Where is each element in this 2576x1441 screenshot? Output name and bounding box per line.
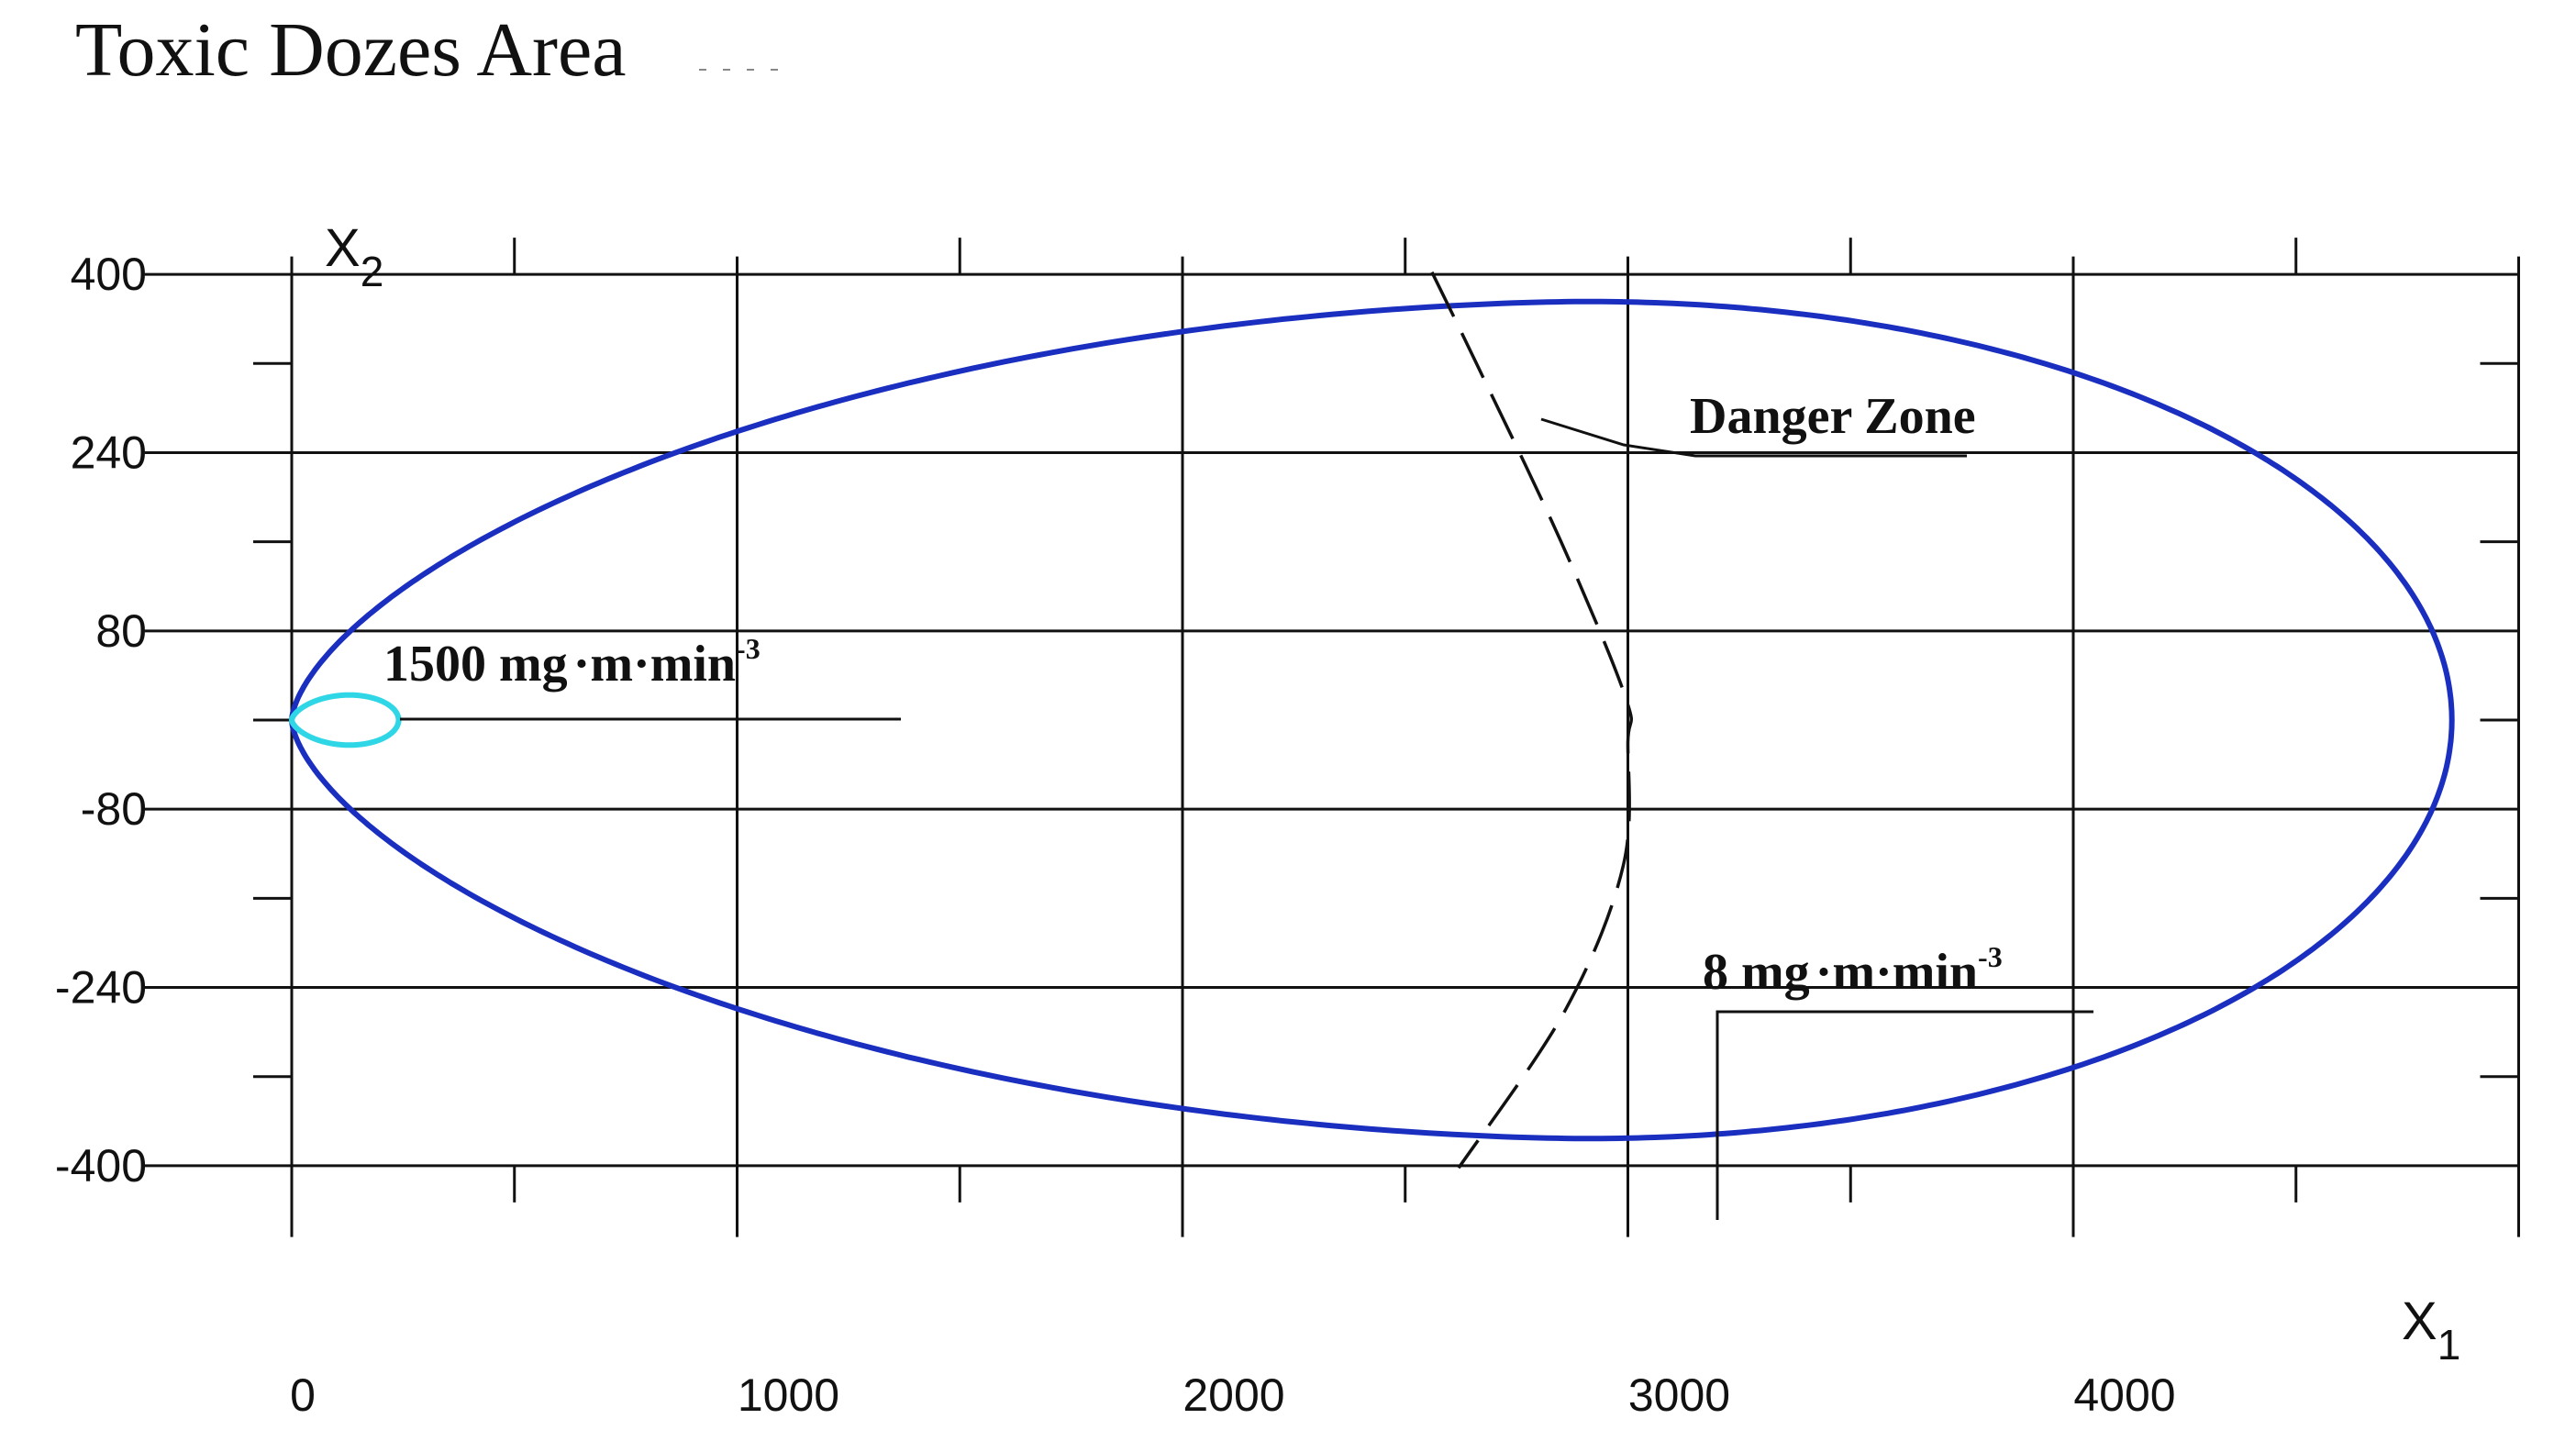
outer-label-exponent: -3 — [1978, 940, 2003, 973]
inner-label-dot-2: · — [633, 636, 650, 693]
outer-label-mid: m — [1832, 944, 1875, 1001]
x-tick-label: 1000 — [738, 1369, 839, 1421]
x-tick-label: 0 — [290, 1369, 316, 1421]
y-axis-name: X2 — [325, 218, 383, 295]
outer-contour-label: 8 mg ·m·min-3 — [1703, 940, 2003, 1001]
chart-title: Toxic Dozes Area — [75, 7, 627, 93]
minor-ticks — [253, 238, 2519, 1203]
y-axis-name-main: X — [325, 218, 361, 278]
y-tick-label: -80 — [81, 783, 147, 835]
y-tick-label: -240 — [55, 962, 147, 1014]
x-tick-label: 2000 — [1183, 1369, 1284, 1421]
inner-contour-label: 1500 mg ·m·min-3 — [383, 632, 761, 693]
outer-label-unit: min — [1893, 944, 1978, 1001]
danger-zone-boundary-line — [1430, 271, 1634, 1169]
y-tick-label: 400 — [71, 249, 147, 300]
x-axis-name-sub: 1 — [2437, 1321, 2461, 1369]
y-tick-label: -400 — [55, 1140, 147, 1192]
inner-label-unit: min — [650, 636, 736, 693]
inner-label-dot-1: · — [573, 636, 591, 693]
inner-contour-line — [289, 692, 402, 748]
x-axis-name: X1 — [2402, 1291, 2460, 1369]
y-tick-label: 80 — [95, 605, 147, 657]
y-tick-label: 240 — [71, 427, 147, 478]
danger-zone-label: Danger Zone — [1690, 388, 1976, 445]
y-tick-labels: 400 240 80 -80 -240 -400 — [55, 249, 147, 1192]
outer-label-dot-1: · — [1815, 944, 1833, 1001]
outer-label-value: 8 mg — [1703, 944, 1810, 1001]
outer-contour-line — [289, 298, 2455, 1142]
danger-zone-leader-line — [1540, 417, 1967, 458]
y-axis-name-sub: 2 — [361, 248, 384, 295]
outer-contour-leader-line — [1715, 1010, 2093, 1220]
inner-label-value: 1500 mg — [383, 636, 568, 693]
x-axis-name-main: X — [2402, 1291, 2437, 1351]
inner-label-exponent: -3 — [736, 632, 761, 665]
x-tick-label: 4000 — [2073, 1369, 2175, 1421]
outer-label-dot-2: · — [1875, 944, 1893, 1001]
inner-label-mid: m — [590, 636, 633, 693]
x-tick-labels: 0 1000 2000 3000 4000 — [290, 1369, 2176, 1421]
grid — [144, 256, 2520, 1237]
x-tick-label: 3000 — [1628, 1369, 1730, 1421]
